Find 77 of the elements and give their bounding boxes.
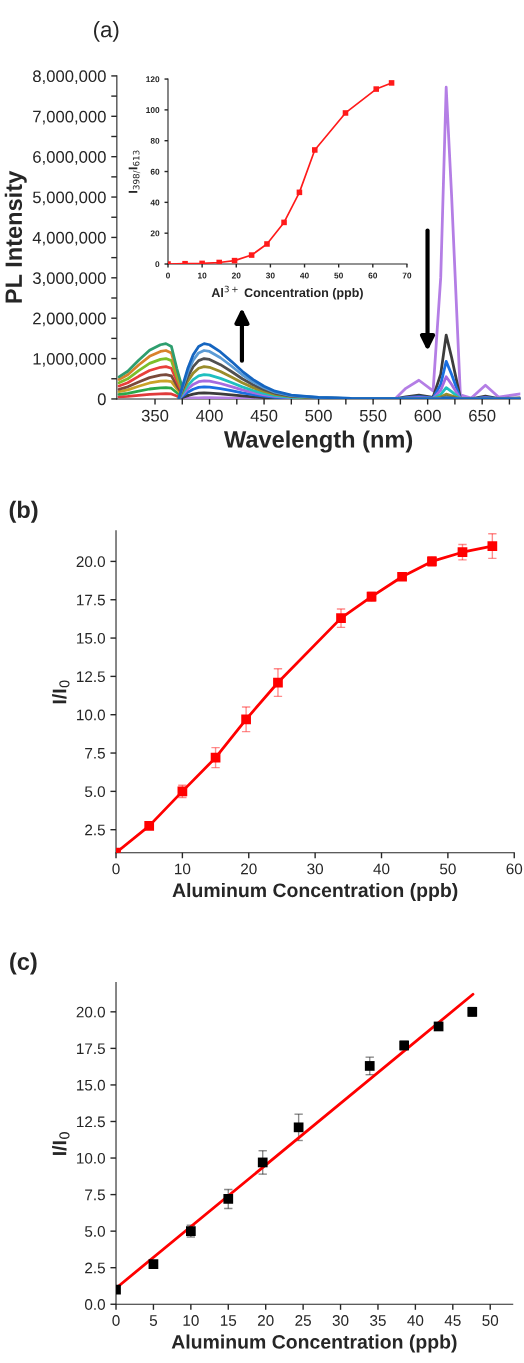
x-tick-label: 10: [175, 863, 191, 875]
y-tick-label: 0.0: [84, 1299, 105, 1310]
x-tick-label: 40: [373, 863, 390, 875]
x-tick-label: 350: [141, 409, 169, 422]
y-tick-label: 60: [150, 168, 160, 175]
x-tick-label: 30: [307, 863, 324, 875]
y-tick-label: 15.0: [77, 1079, 105, 1091]
y-axis-title: I/I$_{0}$: [52, 1132, 70, 1155]
x-tick-label: 40: [300, 272, 309, 279]
x-tick-label: 40: [407, 1315, 424, 1326]
x-tick-label: 70: [402, 272, 412, 279]
x-tick-label: 30: [265, 272, 275, 279]
y-tick-label: 2.5: [85, 1262, 105, 1274]
y-axis-title: I$_{398/}$I$_{613}$: [128, 150, 141, 193]
y-tick-label: 3,000,000: [32, 272, 106, 286]
y-tick-label: 10.0: [77, 1152, 105, 1164]
x-tick-label: 35: [370, 1315, 386, 1326]
x-tick-label: 600: [414, 409, 441, 422]
x-tick-label: 10: [183, 1315, 199, 1326]
x-tick-label: 650: [469, 409, 496, 422]
y-tick-label: 20: [150, 230, 160, 237]
x-tick-label: 0: [166, 272, 170, 279]
x-tick-label: 5: [149, 1315, 158, 1326]
y-tick-label: 40: [150, 199, 160, 206]
x-tick-label: 400: [196, 409, 223, 422]
y-tick-label: 2,000,000: [33, 312, 106, 327]
x-axis-title: Wavelength (nm): [223, 430, 413, 453]
chart-title: (b): [9, 500, 38, 523]
chart-title: (c): [10, 952, 37, 975]
x-axis-title: Aluminum Concentration (ppb): [171, 1334, 457, 1353]
chart-title: (a): [94, 21, 119, 42]
y-tick-label: 4,000,000: [32, 231, 106, 246]
x-tick-label: 550: [359, 409, 387, 422]
x-axis-title: Al$^{3+}$ Concentration (ppb): [211, 285, 363, 300]
y-tick-label: 20.0: [76, 556, 105, 568]
x-tick-label: 20: [241, 863, 257, 875]
y-tick-label: 0: [97, 393, 106, 406]
x-tick-label: 0: [112, 1315, 120, 1326]
x-tick-label: 30: [332, 1315, 349, 1326]
y-tick-label: 17.5: [77, 594, 105, 606]
x-tick-label: 10: [198, 272, 207, 279]
y-tick-label: 8,000,000: [33, 70, 106, 85]
x-tick-label: 25: [295, 1315, 311, 1326]
x-tick-label: 450: [250, 409, 278, 422]
x-tick-label: 45: [444, 1315, 461, 1326]
x-tick-label: 60: [506, 863, 523, 875]
y-tick-label: 5.0: [84, 786, 105, 798]
x-tick-label: 15: [220, 1315, 237, 1326]
y-tick-label: 12.5: [77, 1116, 105, 1128]
y-tick-label: 1,000,000: [33, 352, 106, 367]
y-tick-label: 7,000,000: [33, 110, 106, 125]
y-tick-label: 10.0: [77, 709, 105, 721]
x-tick-label: 500: [305, 409, 332, 422]
y-tick-label: 6,000,000: [33, 151, 106, 165]
x-tick-label: 60: [368, 272, 378, 279]
y-tick-label: 7.5: [85, 1189, 105, 1201]
x-tick-label: 50: [440, 863, 456, 875]
y-tick-label: 5,000,000: [32, 191, 106, 206]
x-tick-label: 0: [112, 863, 120, 875]
y-tick-label: 17.5: [77, 1043, 105, 1055]
y-tick-label: 100: [146, 107, 160, 113]
x-tick-label: 20: [257, 1315, 274, 1326]
x-tick-label: 20: [231, 272, 241, 279]
x-tick-label: 50: [482, 1315, 499, 1326]
y-tick-label: 120: [146, 76, 160, 83]
x-tick-label: 50: [334, 272, 343, 279]
y-tick-label: 2.5: [85, 824, 105, 836]
y-axis-title: I/I$_{0}$: [52, 680, 70, 704]
y-tick-label: 80: [150, 137, 160, 144]
x-axis-title: Aluminum Concentration (ppb): [172, 882, 458, 902]
y-tick-label: 15.0: [77, 632, 105, 644]
y-tick-label: 5.0: [84, 1226, 105, 1237]
y-tick-label: 7.5: [85, 748, 105, 759]
y-tick-label: 12.5: [77, 671, 105, 683]
y-axis-title: PL Intensity: [4, 170, 27, 303]
y-tick-label: 20.0: [76, 1006, 105, 1018]
y-tick-label: 0: [155, 261, 160, 268]
